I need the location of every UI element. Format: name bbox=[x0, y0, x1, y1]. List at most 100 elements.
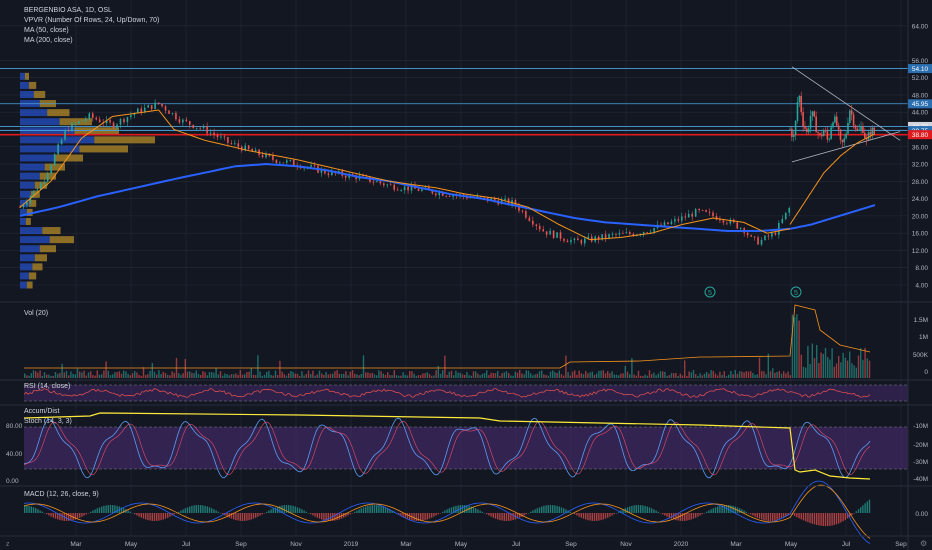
macd-histogram-bar bbox=[695, 513, 697, 518]
volume-bar bbox=[90, 371, 92, 378]
macd-histogram-bar bbox=[351, 513, 354, 514]
volume-bar bbox=[118, 371, 120, 378]
volume-bar bbox=[79, 371, 81, 378]
volume-pane-label[interactable]: Vol (20) bbox=[24, 310, 48, 317]
macd-histogram-bar bbox=[285, 505, 288, 513]
macd-histogram-bar bbox=[169, 513, 171, 517]
macd-histogram-bar bbox=[844, 513, 846, 520]
volume-bar bbox=[481, 373, 483, 378]
macd-histogram-bar bbox=[215, 510, 217, 513]
price-tick-label: 32.00 bbox=[912, 162, 929, 169]
candle-body bbox=[143, 107, 146, 113]
event-marker[interactable]: 5 bbox=[790, 286, 802, 298]
volume-bar bbox=[444, 355, 446, 378]
chart-title[interactable]: BERGENBIO ASA, 1D, OSL bbox=[24, 7, 112, 14]
volume-bar bbox=[657, 373, 659, 378]
settings-gear-icon[interactable]: ⚙ bbox=[920, 539, 927, 548]
indicator-label-ma50[interactable]: MA (50, close) bbox=[24, 27, 69, 34]
volume-bar bbox=[807, 345, 809, 378]
macd-pane-label[interactable]: MACD (12, 26, close, 9) bbox=[24, 491, 99, 498]
vpvr-down-bar bbox=[32, 263, 43, 271]
macd-histogram-bar bbox=[798, 513, 800, 519]
macd-histogram-bar bbox=[235, 513, 237, 521]
macd-histogram-bar bbox=[439, 513, 442, 514]
macd-histogram-bar bbox=[123, 508, 125, 513]
volume-bar bbox=[844, 357, 846, 378]
macd-histogram-bar bbox=[314, 513, 316, 517]
volume-bar bbox=[794, 317, 796, 378]
stoch-pane-label[interactable]: Stoch (14, 3, 3) bbox=[24, 418, 72, 425]
macd-histogram-bar bbox=[609, 513, 611, 517]
candle-body bbox=[195, 127, 198, 129]
volume-bar bbox=[305, 374, 307, 378]
volume-bar bbox=[772, 368, 774, 378]
volume-bars bbox=[24, 304, 871, 378]
candle-body bbox=[351, 173, 354, 176]
volume-bar bbox=[109, 375, 112, 378]
candle-body bbox=[771, 232, 773, 237]
candle-body bbox=[344, 175, 347, 178]
candle-body bbox=[227, 137, 229, 143]
candle-body bbox=[452, 195, 454, 197]
horizontal-levels[interactable] bbox=[0, 68, 908, 136]
candle-body bbox=[188, 121, 191, 125]
candle-body bbox=[43, 181, 46, 184]
macd-histogram-bar bbox=[325, 513, 327, 521]
candle-body bbox=[71, 123, 73, 132]
volume-bar bbox=[642, 375, 644, 378]
volume-bar bbox=[739, 371, 741, 378]
volume-bar bbox=[849, 351, 851, 378]
indicator-label-ma200[interactable]: MA (200, close) bbox=[24, 37, 73, 44]
macd-histogram-bar bbox=[855, 511, 857, 513]
volume-bar bbox=[508, 373, 510, 378]
macd-histogram-bar bbox=[688, 513, 690, 521]
candle-body bbox=[835, 116, 838, 126]
accdist-pane-label[interactable]: Accum/Dist bbox=[24, 408, 59, 415]
volume-bar bbox=[512, 375, 514, 378]
triangle-pattern[interactable] bbox=[791, 66, 901, 163]
volume-bar bbox=[213, 372, 215, 378]
macd-histogram-bar bbox=[591, 513, 593, 521]
candle-body bbox=[784, 212, 787, 219]
macd-histogram-bar bbox=[142, 513, 145, 519]
volume-bar bbox=[81, 372, 83, 378]
candle-body bbox=[677, 219, 680, 221]
candle-body bbox=[556, 232, 558, 238]
timezone-icon[interactable]: z bbox=[6, 541, 10, 548]
macd-histogram-bar bbox=[651, 508, 653, 513]
volume-bar bbox=[736, 373, 739, 378]
volume-bar bbox=[747, 371, 750, 378]
macd-histogram-bar bbox=[46, 513, 48, 515]
event-marker[interactable]: 5 bbox=[704, 286, 716, 298]
macd-histogram-bar bbox=[345, 513, 347, 517]
rsi-pane-label[interactable]: RSI (14, close) bbox=[24, 383, 70, 390]
volume-bar bbox=[380, 371, 382, 378]
candle-body bbox=[202, 126, 205, 129]
volume-bar bbox=[527, 370, 530, 378]
macd-histogram-bar bbox=[494, 513, 497, 519]
macd-histogram-bar bbox=[536, 508, 538, 513]
volume-bar bbox=[222, 375, 224, 378]
volume-bar bbox=[336, 370, 338, 378]
candle-body bbox=[324, 169, 326, 174]
macd-histogram-bar bbox=[140, 513, 142, 518]
macd-histogram-bar bbox=[349, 513, 351, 515]
volume-bar bbox=[820, 352, 822, 378]
volume-bar bbox=[439, 373, 442, 378]
candle-body bbox=[764, 235, 766, 240]
candle-body bbox=[417, 188, 420, 192]
volume-bar bbox=[195, 370, 197, 378]
volume-bar bbox=[571, 371, 574, 378]
price-badge bbox=[908, 130, 932, 140]
macd-histogram-bar bbox=[857, 509, 860, 513]
macd-line bbox=[23, 480, 871, 544]
macd-histogram-bar bbox=[248, 513, 250, 521]
candle-body bbox=[871, 127, 874, 135]
indicator-label-vpvr[interactable]: VPVR (Number Of Rows, 24, Up/Down, 70) bbox=[24, 17, 159, 24]
macd-histogram-bar bbox=[457, 505, 459, 513]
volume-bar bbox=[600, 370, 602, 378]
candle-body bbox=[292, 159, 295, 166]
macd-histogram-bar bbox=[488, 513, 490, 516]
vpvr-up-bar bbox=[20, 90, 34, 98]
